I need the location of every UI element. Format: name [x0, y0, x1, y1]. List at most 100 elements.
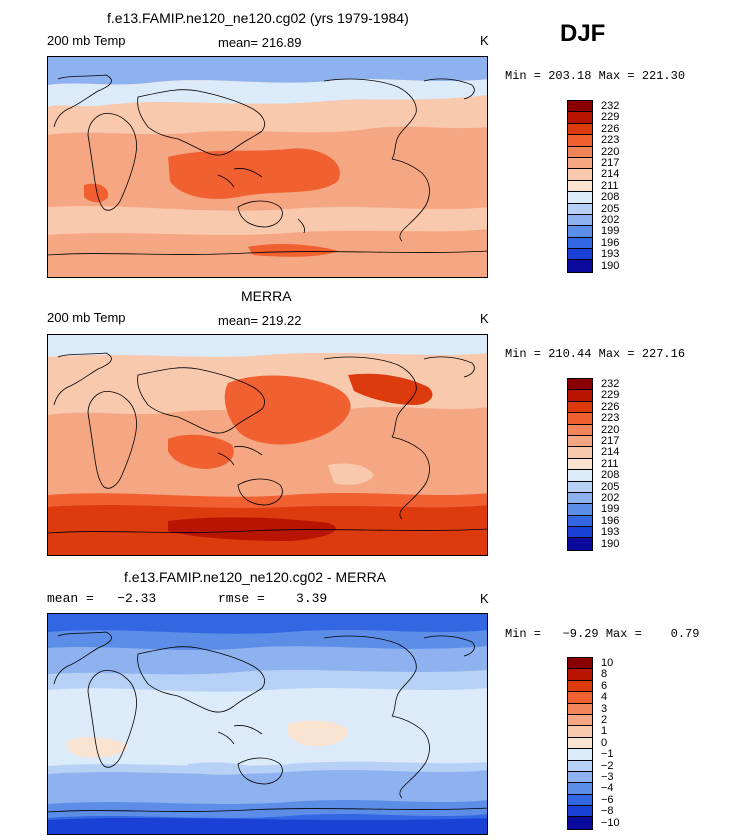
panel3-colorbar-label: −2	[601, 759, 614, 772]
panel3-colorbar-swatch	[568, 794, 592, 807]
panel1-colorbar-swatch	[568, 135, 592, 147]
panel1-colorbar-swatch	[568, 226, 592, 238]
panel3-colorbar-swatch	[568, 817, 592, 829]
panel1-colorbar-swatch	[568, 214, 592, 227]
panel1-colorbar-swatch	[568, 123, 592, 136]
panel1-colorbar-label: 232	[601, 100, 620, 112]
panel2-colorbar-label: 226	[601, 400, 620, 413]
panel3-colorbar-label: 1	[601, 725, 608, 738]
panel2-colorbar-label: 190	[601, 537, 620, 550]
panel1-colorbar-swatch	[568, 169, 592, 181]
panel3-colorbar-label: −4	[601, 782, 614, 795]
panel2-colorbar-label: 223	[601, 412, 620, 425]
panel2-colorbar-swatch	[568, 379, 592, 391]
panel2-map	[47, 334, 488, 556]
panel2-colorbar-swatch	[568, 435, 592, 448]
panel1-colorbar-swatch	[568, 146, 592, 158]
panel1-colorbar-label: 229	[601, 111, 620, 124]
panel3-colorbar-swatch	[568, 806, 592, 818]
panel2-colorbar-label: 202	[601, 492, 620, 504]
panel3-colorbar-swatch	[568, 737, 592, 750]
panel3-colorbar-swatch	[568, 658, 592, 670]
panel3-colorbar-swatch	[568, 783, 592, 795]
panel2-colorbar-swatch	[568, 538, 592, 550]
panel2-colorbar-label: 196	[601, 514, 620, 527]
panel2-colorbar-swatch	[568, 492, 592, 505]
panel3-colorbar-swatch	[568, 692, 592, 704]
panel3-colorbar-swatch	[568, 680, 592, 693]
panel1-colorbar-label: 217	[601, 157, 620, 169]
panel2-colorbar-swatch	[568, 413, 592, 425]
panel1-colorbar-label: 208	[601, 191, 620, 204]
panel1-colorbar-label: 196	[601, 236, 620, 249]
panel1-colorbar-label: 193	[601, 248, 620, 261]
panel3-colorbar-swatch	[568, 760, 592, 772]
panel3-colorbar-swatch	[568, 669, 592, 681]
panel3-map	[47, 613, 488, 835]
panel2-minmax: Min = 210.44 Max = 227.16	[505, 347, 686, 361]
panel3-colorbar-swatch	[568, 714, 592, 727]
panel3-colorbar	[567, 657, 593, 830]
panel2-colorbar-swatch	[568, 458, 592, 471]
panel3-colorbar-label: −3	[601, 771, 614, 783]
panel1-units: K	[480, 33, 489, 48]
panel1-colorbar-swatch	[568, 192, 592, 204]
panel2-colorbar-label: 199	[601, 503, 620, 516]
panel2-colorbar	[567, 378, 593, 551]
panel1-colorbar-label: 205	[601, 202, 620, 215]
panel1-colorbar-label: 220	[601, 145, 620, 158]
panel2-colorbar-label: 232	[601, 378, 620, 390]
panel3-colorbar-swatch	[568, 726, 592, 738]
panel1-colorbar-swatch	[568, 237, 592, 250]
panel2-colorbar-swatch	[568, 390, 592, 402]
panel2-colorbar-label: 220	[601, 423, 620, 436]
panel1-colorbar-swatch	[568, 180, 592, 193]
panel3-colorbar-label: 4	[601, 691, 608, 704]
panel3-colorbar-swatch	[568, 771, 592, 784]
panel1-colorbar-swatch	[568, 112, 592, 124]
panel3-colorbar-label: 6	[601, 679, 608, 692]
panel1-colorbar-swatch	[568, 157, 592, 170]
panel2-colorbar-swatch	[568, 401, 592, 414]
panel2-colorbar-swatch	[568, 424, 592, 436]
panel1-colorbar-label: 223	[601, 134, 620, 147]
panel2-units: K	[480, 311, 489, 326]
panel2-colorbar-label: 229	[601, 389, 620, 402]
panel3-colorbar-swatch	[568, 749, 592, 761]
panel2-colorbar-label: 217	[601, 435, 620, 447]
panel3-rmse: rmse = 3.39	[218, 591, 328, 606]
panel1-colorbar-label: 190	[601, 259, 620, 272]
panel3-colorbar-label: 8	[601, 668, 608, 681]
panel1-map	[47, 56, 488, 278]
panel2-colorbar-label: 214	[601, 446, 620, 459]
panel3-colorbar-label: −10	[601, 816, 620, 829]
panel2-colorbar-swatch	[568, 515, 592, 528]
panel2-colorbar-label: 208	[601, 469, 620, 482]
panel1-colorbar-swatch	[568, 260, 592, 272]
panel1-mean: mean= 216.89	[218, 35, 302, 50]
panel1-colorbar-swatch	[568, 203, 592, 215]
panel2-title: MERRA	[241, 288, 292, 304]
panel2-colorbar-swatch	[568, 504, 592, 516]
panel3-units: K	[480, 591, 489, 606]
panel2-colorbar-label: 211	[601, 457, 619, 470]
panel1-colorbar-label: 202	[601, 214, 620, 226]
panel1-variable-label: 200 mb Temp	[47, 33, 126, 48]
panel3-mean: mean = −2.33	[47, 591, 157, 606]
panel3-colorbar-label: 10	[601, 657, 614, 669]
panel1-colorbar-label: 211	[601, 179, 619, 192]
panel3-title: f.e13.FAMIP.ne120_ne120.cg02 - MERRA	[124, 569, 387, 585]
panel3-colorbar-swatch	[568, 703, 592, 715]
panel1-colorbar-label: 226	[601, 122, 620, 135]
season-label: DJF	[560, 20, 606, 47]
panel2-mean: mean= 219.22	[218, 313, 302, 328]
panel1-colorbar-label: 199	[601, 225, 620, 238]
panel2-colorbar-label: 193	[601, 526, 620, 539]
panel2-variable-label: 200 mb Temp	[47, 310, 126, 325]
panel3-colorbar-label: 0	[601, 736, 608, 749]
panel1-minmax: Min = 203.18 Max = 221.30	[505, 69, 686, 83]
panel1-colorbar-swatch	[568, 101, 592, 113]
panel3-colorbar-label: −6	[601, 793, 614, 806]
panel1-colorbar-swatch	[568, 249, 592, 261]
panel2-colorbar-swatch	[568, 527, 592, 539]
